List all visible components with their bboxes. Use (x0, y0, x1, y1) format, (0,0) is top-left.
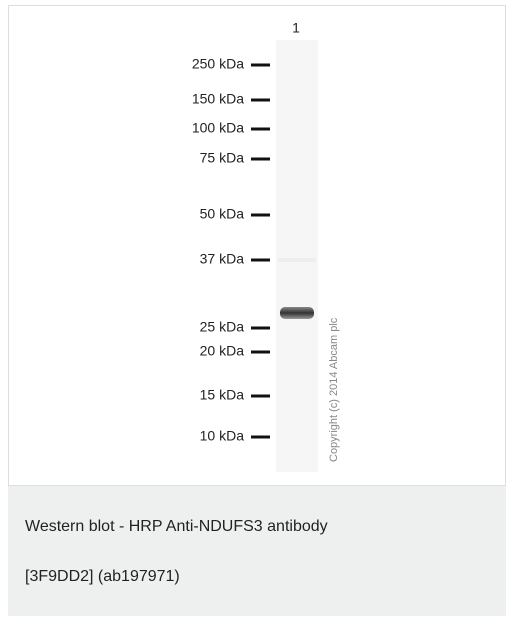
lane (276, 40, 318, 472)
faint-band (278, 258, 316, 262)
marker-label: 15 kDa (200, 387, 245, 403)
copyright: Copyright (c) 2014 Abcam plc (328, 317, 340, 462)
marker-label: 100 kDa (192, 120, 244, 136)
marker-label: 75 kDa (200, 150, 245, 166)
marker-dash (251, 128, 270, 131)
marker-dash (251, 351, 270, 354)
marker-dash (251, 259, 270, 262)
marker-label: 250 kDa (192, 56, 244, 72)
figure: 1 Copyright (c) 2014 Abcam plc 250 kDa 15… (0, 0, 506, 619)
marker-dash (251, 395, 270, 398)
marker-dash (251, 64, 270, 67)
caption-line: [3F9DD2] (ab197971) (25, 568, 180, 585)
lane-label: 1 (292, 20, 300, 36)
page: {"figure": { "lane_label": "1", "markers… (0, 0, 506, 619)
marker-dash (251, 327, 270, 330)
marker-label: 37 kDa (200, 251, 245, 267)
caption-line: Western blot - HRP Anti-NDUFS3 antibody (25, 518, 328, 535)
marker-dash (251, 99, 270, 102)
marker-dash (251, 436, 270, 439)
caption-box (8, 486, 506, 616)
marker-label: 150 kDa (192, 91, 244, 107)
image-frame (9, 6, 506, 486)
marker-dash (251, 158, 270, 161)
band (280, 307, 314, 319)
marker-dash (251, 214, 270, 217)
marker-label: 50 kDa (200, 206, 245, 222)
marker-label: 20 kDa (200, 343, 245, 359)
marker-label: 25 kDa (200, 319, 245, 335)
marker-label: 10 kDa (200, 428, 245, 444)
